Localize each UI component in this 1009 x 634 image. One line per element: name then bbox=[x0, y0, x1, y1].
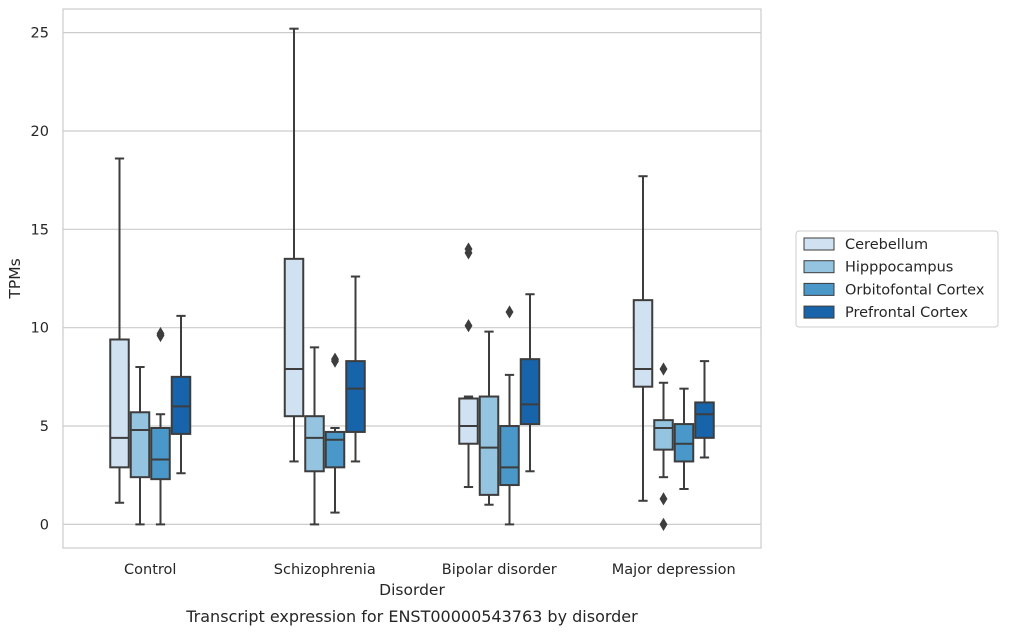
box-hipppocampus bbox=[653, 362, 674, 531]
box-iqr bbox=[653, 419, 674, 451]
box-iqr bbox=[694, 401, 715, 439]
box-iqr bbox=[129, 411, 151, 479]
legend-swatch bbox=[803, 260, 835, 274]
chart-caption: Transcript expression for ENST0000054376… bbox=[185, 607, 638, 626]
box-cerebellum bbox=[632, 175, 654, 502]
outlier-point bbox=[659, 517, 668, 531]
outlier-point bbox=[659, 362, 668, 376]
x-tick-label: Control bbox=[124, 562, 176, 578]
legend-label: Prefrontal Cortex bbox=[845, 305, 968, 321]
x-axis-label: Disorder bbox=[379, 581, 445, 599]
y-tick-label: 20 bbox=[31, 124, 49, 140]
legend-label: Hipppocampus bbox=[845, 260, 953, 276]
x-tick-label: Bipolar disorder bbox=[442, 562, 557, 578]
outlier-point bbox=[464, 242, 473, 256]
box-cerebellum bbox=[458, 242, 479, 489]
box-iqr bbox=[283, 257, 305, 418]
outlier-point bbox=[156, 326, 165, 341]
box-prefrontal-cortex bbox=[519, 293, 541, 473]
y-tick-labels: 0 5 10 15 20 25 bbox=[31, 26, 49, 534]
legend-swatch bbox=[803, 237, 835, 251]
box-iqr bbox=[519, 358, 541, 426]
legend: Cerebellum Hipppocampus Orbitofontal Corte… bbox=[795, 230, 999, 328]
box-cerebellum bbox=[283, 27, 305, 463]
box-iqr bbox=[304, 415, 325, 473]
x-tick-label: Schizophrenia bbox=[274, 562, 376, 578]
box-cerebellum bbox=[109, 157, 130, 504]
y-tick-label: 25 bbox=[31, 26, 49, 42]
y-tick-label: 5 bbox=[40, 419, 49, 435]
box-orbitofontal-cortex bbox=[324, 352, 346, 514]
box-layer bbox=[109, 27, 715, 531]
box-orbitofontal-cortex bbox=[150, 326, 171, 526]
box-orbitofontal-cortex bbox=[499, 305, 520, 526]
box-iqr bbox=[345, 360, 366, 433]
box-iqr bbox=[109, 338, 130, 469]
legend-swatch bbox=[803, 305, 835, 319]
box-orbitofontal-cortex bbox=[673, 387, 695, 490]
outlier-point bbox=[464, 319, 473, 333]
box-hipppocampus bbox=[304, 346, 325, 526]
box-prefrontal-cortex bbox=[345, 275, 366, 463]
y-tick-label: 0 bbox=[40, 517, 49, 533]
outlier-point bbox=[659, 492, 668, 506]
box-iqr bbox=[150, 427, 171, 481]
y-tick-label: 15 bbox=[31, 222, 49, 238]
box-iqr bbox=[324, 430, 346, 469]
x-tick-labels: Control Schizophrenia Bipolar disorder Majo… bbox=[124, 562, 736, 578]
x-tick-label: Major depression bbox=[612, 562, 736, 578]
box-iqr bbox=[478, 395, 500, 496]
outlier-point bbox=[505, 305, 514, 319]
plot-frame bbox=[62, 8, 762, 549]
legend-label: Orbitofontal Cortex bbox=[845, 282, 985, 298]
y-axis-label: TPMs bbox=[6, 258, 24, 299]
box-hipppocampus bbox=[478, 330, 500, 506]
legend-items: Cerebellum Hipppocampus Orbitofontal Corte… bbox=[803, 237, 985, 321]
box-hipppocampus bbox=[129, 366, 151, 526]
legend-frame bbox=[795, 230, 999, 328]
box-prefrontal-cortex bbox=[694, 360, 715, 459]
box-iqr bbox=[458, 397, 479, 445]
box-iqr bbox=[499, 425, 520, 487]
legend-label: Cerebellum bbox=[845, 237, 928, 253]
y-tick-label: 10 bbox=[31, 321, 49, 337]
outlier-point bbox=[331, 352, 339, 366]
legend-swatch bbox=[803, 282, 835, 296]
box-iqr bbox=[632, 299, 654, 388]
box-prefrontal-cortex bbox=[170, 314, 192, 475]
